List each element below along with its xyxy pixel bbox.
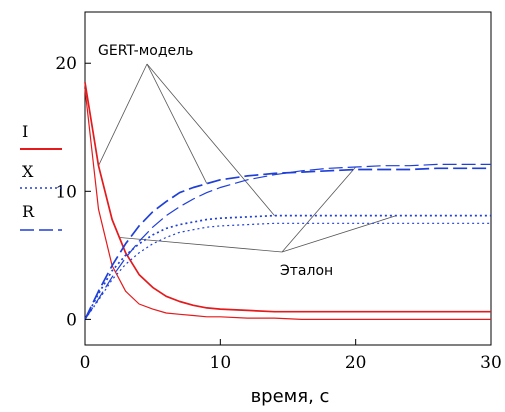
x-tick-label-20: 20: [345, 353, 367, 373]
series-line-i-gert: [84, 82, 491, 313]
x-tick-label-30: 30: [480, 353, 502, 373]
plot-frame: [84, 11, 492, 346]
annotation-reference: Эталон: [280, 263, 333, 279]
leader-line-gert-to-x: [146, 63, 275, 216]
legend-label-i: I: [22, 122, 28, 141]
series-line-x-gert: [84, 214, 491, 320]
y-tick-label-0: 0: [66, 310, 77, 330]
legend-label-r: R: [22, 202, 35, 221]
series-line-i-reference: [84, 88, 491, 320]
legend-label-x: X: [22, 162, 34, 181]
series-lines: [84, 82, 491, 320]
y-tick-label-10: 10: [55, 182, 77, 202]
legend: I X R: [20, 122, 62, 231]
axis-ticks: 0 10 20 0 10 20 30: [55, 54, 501, 373]
leader-line-gert-to-i: [98, 63, 148, 166]
series-line-r-reference: [84, 163, 491, 320]
leader-line-ref-to-x: [281, 215, 397, 253]
x-axis-label: время, с: [251, 386, 330, 407]
series-line-r-gert: [84, 167, 491, 320]
y-tick-label-20: 20: [55, 54, 77, 74]
x-tick-label-0: 0: [80, 353, 91, 373]
x-tick-label-10: 10: [210, 353, 232, 373]
annotation-leaders: [98, 63, 397, 253]
leader-line-ref-to-r: [281, 166, 357, 253]
annotation-gert-model: GERT-модель: [98, 43, 193, 59]
leader-line-gert-to-r: [146, 63, 208, 184]
